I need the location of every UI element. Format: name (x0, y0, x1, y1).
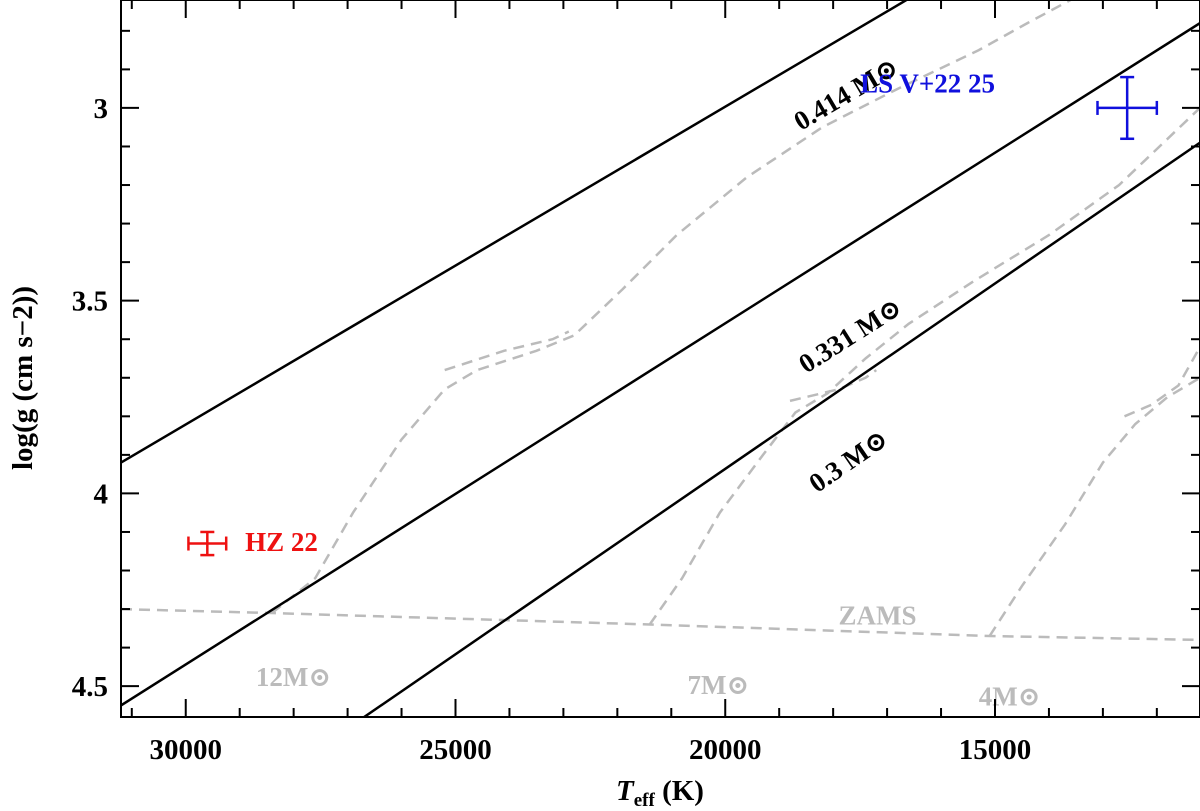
track-7m-hook (789, 369, 878, 403)
x-tick-label: 20000 (689, 734, 762, 766)
track-12m (271, 0, 1072, 614)
track-4m-hook (1124, 346, 1200, 418)
mass-line-2 (361, 141, 1200, 717)
y-tick-label: 3.5 (72, 286, 108, 318)
mass-line-1 (121, 22, 1200, 707)
track-label-7m: 7M⊙ (687, 670, 749, 700)
track-4m (988, 376, 1200, 637)
x-tick-label: 30000 (149, 734, 222, 766)
mass-lines (121, 0, 1200, 717)
mass-label-1: 0.331 M⊙ (793, 292, 907, 379)
track-label-12m: 12M⊙ (256, 662, 331, 692)
annotations: 0.414 M⊙0.331 M⊙0.3 M⊙12M⊙ 7M⊙ 4M⊙ZAMS (256, 52, 1041, 712)
y-tick-label: 4.5 (72, 671, 108, 703)
star-ls-v-22-25: LS V+22 25 (860, 69, 1159, 141)
axis-ticks: 30000 25000 20000 15000 3 3.5 4 4.5 (72, 0, 1200, 766)
track-label-4m: 4M⊙ (979, 681, 1041, 711)
x-tick-label: 15000 (959, 734, 1032, 766)
star-hz-22: HZ 22 (187, 527, 318, 557)
y-tick-label: 3 (94, 93, 109, 125)
star-label: LS V+22 25 (860, 69, 995, 99)
track-zams (121, 607, 1200, 642)
track-7m (648, 106, 1200, 626)
y-tick-label: 4 (94, 478, 109, 510)
mass-line-0 (121, 0, 909, 464)
stars: LS V+22 25 HZ 22 (187, 69, 1159, 557)
x-axis-title: Teff (K) (616, 775, 704, 811)
y-axis-title: log(g (cm s−2)) (7, 286, 39, 470)
track-label-zams: ZAMS (839, 600, 917, 630)
mass-label-2: 0.3 M⊙ (803, 423, 893, 498)
evolution-tracks (121, 0, 1200, 642)
track-12m-hook (444, 330, 570, 372)
star-label: HZ 22 (245, 527, 318, 557)
plot-frame (120, 0, 1200, 718)
x-tick-label: 25000 (419, 734, 492, 766)
